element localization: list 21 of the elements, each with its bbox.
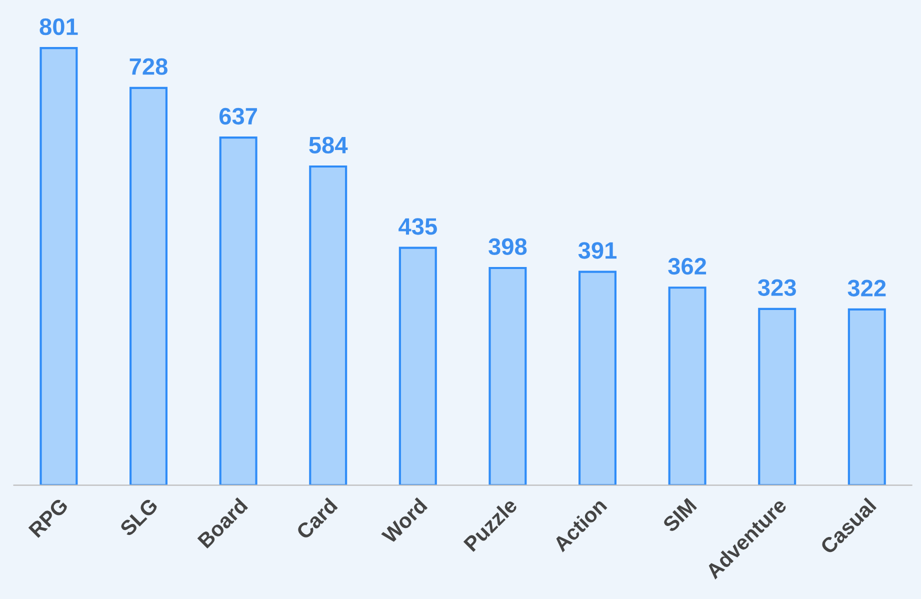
bar [130, 86, 168, 486]
data-label: 801 [40, 18, 78, 36]
bar [668, 286, 706, 486]
data-label: 637 [219, 108, 257, 125]
bar [758, 308, 796, 486]
bar [398, 246, 437, 486]
bar [578, 270, 617, 486]
data-label: 435 [398, 218, 437, 235]
bar [488, 266, 527, 486]
data-label: 322 [848, 280, 886, 297]
bar [219, 136, 258, 486]
bar [309, 165, 348, 486]
data-label: 728 [130, 58, 168, 75]
data-label: 391 [578, 242, 617, 259]
x-tick-label: SIM [662, 498, 698, 533]
data-label: 362 [668, 258, 706, 275]
bar [848, 308, 886, 486]
data-label: 323 [758, 279, 796, 296]
bar [40, 47, 78, 486]
data-label: 584 [309, 136, 348, 154]
data-label: 398 [488, 238, 527, 256]
